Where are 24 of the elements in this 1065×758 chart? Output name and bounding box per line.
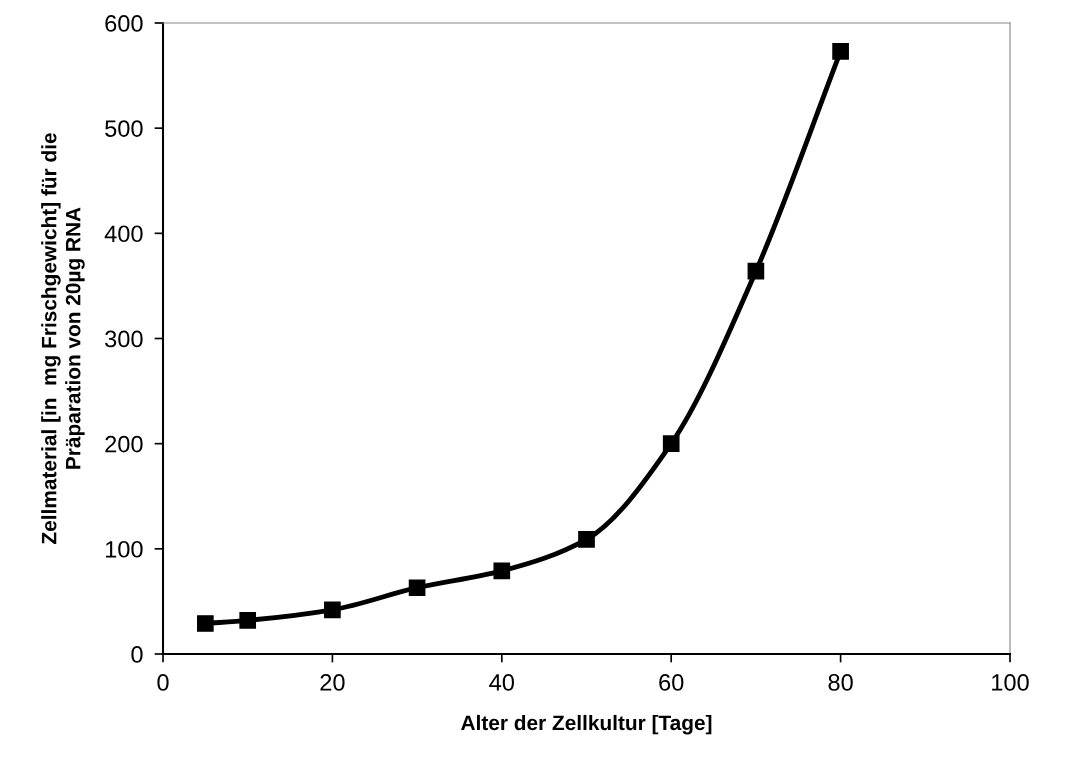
point (493, 562, 511, 580)
point (747, 262, 765, 280)
point (832, 43, 849, 60)
point (662, 435, 680, 453)
y-tick-label: 200 (105, 435, 143, 453)
x-tick-label: 80 (828, 674, 853, 691)
point (324, 601, 341, 619)
y-tick-label: 300 (105, 330, 143, 348)
y-tick-label: 500 (105, 120, 143, 137)
point (408, 579, 426, 597)
x-tick-label: 40 (489, 674, 515, 691)
y-tick-label: 0 (131, 646, 143, 663)
y-axis-title: Zellmaterial [in mg Frischgewicht] für die Präparation von 20µg RNA (41, 133, 85, 544)
x-tick-label: 60 (659, 674, 684, 691)
y-tick-label: 100 (105, 540, 143, 558)
point (239, 612, 257, 629)
x-axis-title: Alter der Zellkultur [Tage] (461, 714, 712, 735)
point (197, 615, 214, 632)
y-tick-label: 400 (104, 225, 143, 243)
x-tick-label: 0 (157, 674, 169, 691)
x-tick-label: 100 (992, 674, 1029, 691)
point (578, 531, 595, 548)
x-tick-label: 20 (320, 674, 345, 691)
y-tick-label: 600 (105, 15, 143, 32)
